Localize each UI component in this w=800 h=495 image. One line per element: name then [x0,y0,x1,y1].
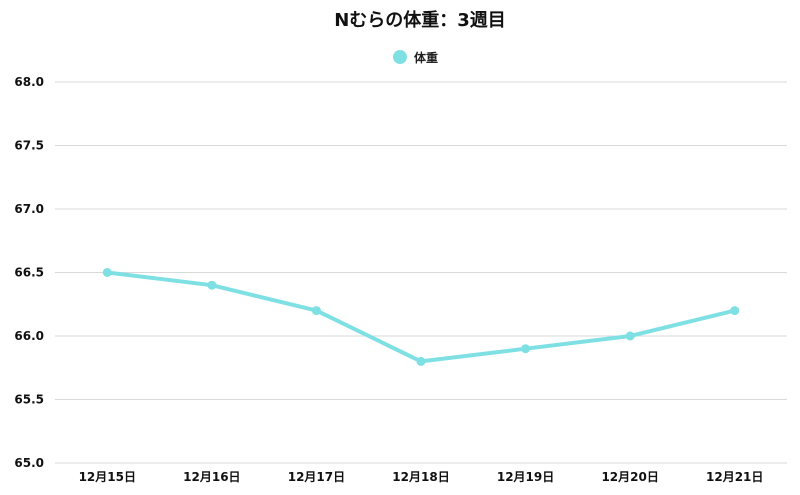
x-tick-label: 12月17日 [288,470,345,484]
grid [55,81,787,464]
data-point [311,306,321,316]
x-tick-label: 12月18日 [392,470,449,484]
legend-marker-icon [393,50,407,64]
data-point [207,280,217,290]
series-weight [102,268,740,366]
y-tick-label: 67.5 [14,139,44,153]
y-tick-label: 66.5 [14,266,44,280]
y-tick-label: 66.0 [14,329,44,343]
x-axis: 12月15日 12月16日 12月17日 12月18日 12月19日 12月20日 12月2… [79,470,764,484]
legend-label: 体重 [414,50,438,65]
chart-title: Nむらの体重：3週目 [334,9,506,31]
y-tick-label: 65.0 [14,456,44,470]
x-tick-label: 12月19日 [497,470,554,484]
y-tick-label: 65.5 [14,393,44,407]
x-tick-label: 12月20日 [601,470,658,484]
legend: 体重 [393,50,438,65]
y-tick-label: 68.0 [14,75,44,89]
y-axis: 65.0 65.5 66.0 66.5 67.0 67.5 68.0 [14,75,44,470]
x-tick-label: 12月21日 [706,470,763,484]
data-point [625,331,635,341]
x-tick-label: 12月16日 [183,470,240,484]
data-point [416,356,426,366]
data-point [521,344,531,354]
data-point [730,306,740,316]
series-line [105,270,737,364]
data-point [102,268,112,277]
y-tick-label: 67.0 [14,202,44,216]
x-tick-label: 12月15日 [79,470,136,484]
